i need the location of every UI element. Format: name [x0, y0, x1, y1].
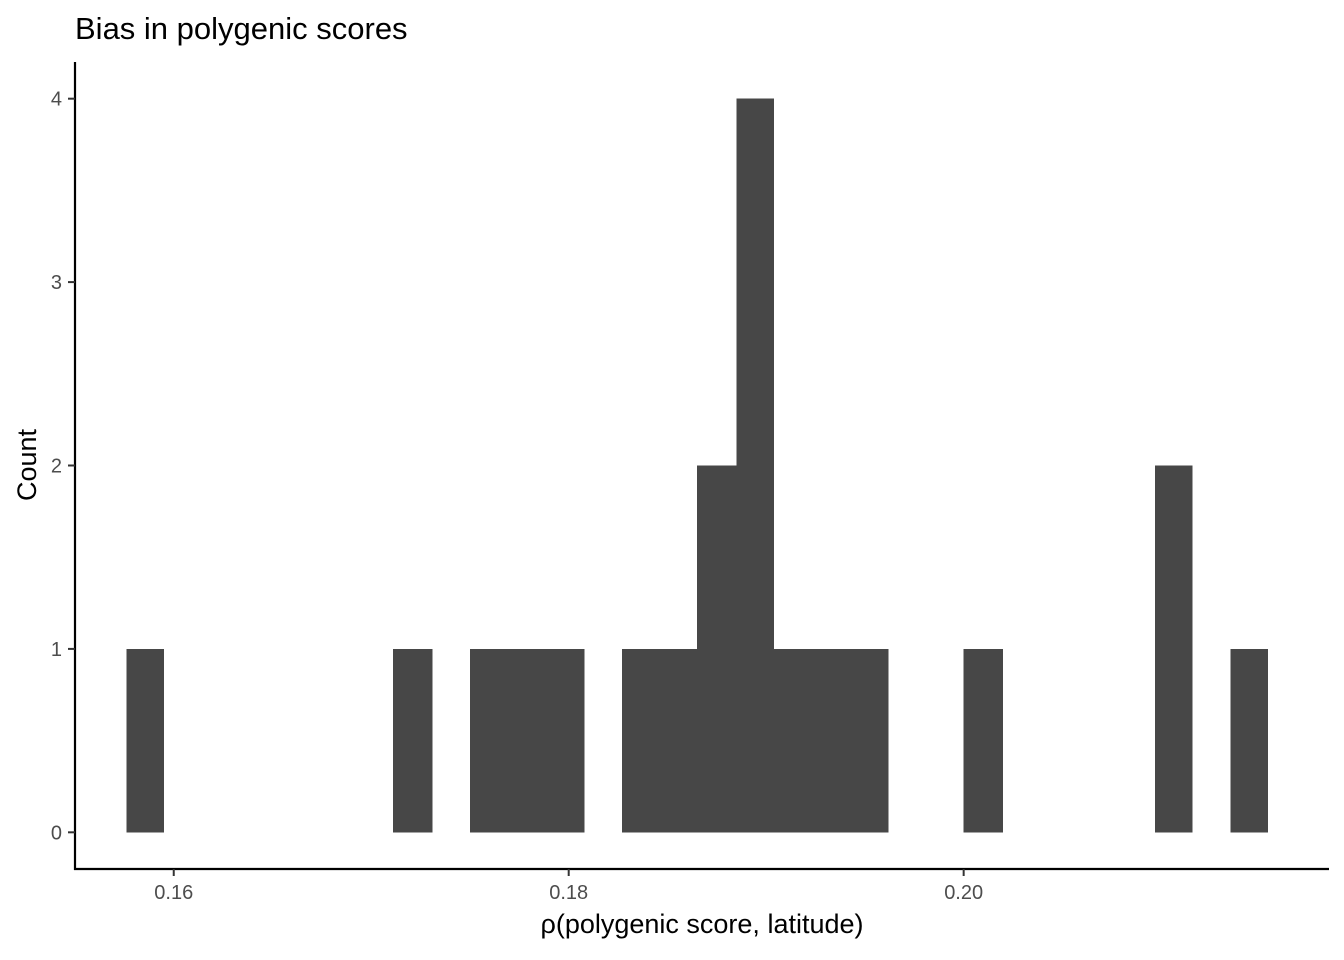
- histogram-bar-8: [697, 465, 737, 833]
- histogram-bar-4: [507, 648, 546, 833]
- bars-group: [126, 98, 1268, 833]
- y-tick-label: 0: [51, 822, 62, 844]
- histogram-bar-10: [774, 648, 812, 833]
- histogram-bar-1: [126, 648, 164, 833]
- histogram-bar-13: [963, 648, 1004, 833]
- y-axis-title: Count: [12, 428, 42, 501]
- y-axis-ticks: 0 1 2 3 4: [51, 89, 75, 844]
- histogram-bar-5: [545, 648, 585, 833]
- chart-title: Bias in polygenic scores: [75, 11, 408, 46]
- y-tick-label: 4: [51, 89, 62, 111]
- histogram-bar-2: [392, 648, 433, 833]
- y-tick-label: 3: [51, 272, 62, 294]
- y-tick-label: 2: [51, 456, 62, 478]
- histogram-bar-14: [1155, 465, 1193, 833]
- x-tick-label: 0.16: [154, 882, 193, 904]
- histogram-bar-15: [1230, 648, 1268, 833]
- histogram-bar-3: [469, 648, 508, 833]
- histogram-bar-6: [622, 648, 660, 833]
- x-axis-ticks: 0.16 0.18 0.20: [154, 869, 983, 904]
- histogram-bar-12: [849, 648, 889, 833]
- x-tick-label: 0.20: [944, 882, 983, 904]
- histogram-bar-11: [811, 648, 850, 833]
- y-tick-label: 1: [51, 639, 62, 661]
- x-tick-label: 0.18: [549, 882, 588, 904]
- histogram-bar-9: [736, 98, 775, 833]
- histogram-bar-7: [659, 648, 698, 833]
- x-axis-title: ρ(polygenic score, latitude): [540, 909, 863, 939]
